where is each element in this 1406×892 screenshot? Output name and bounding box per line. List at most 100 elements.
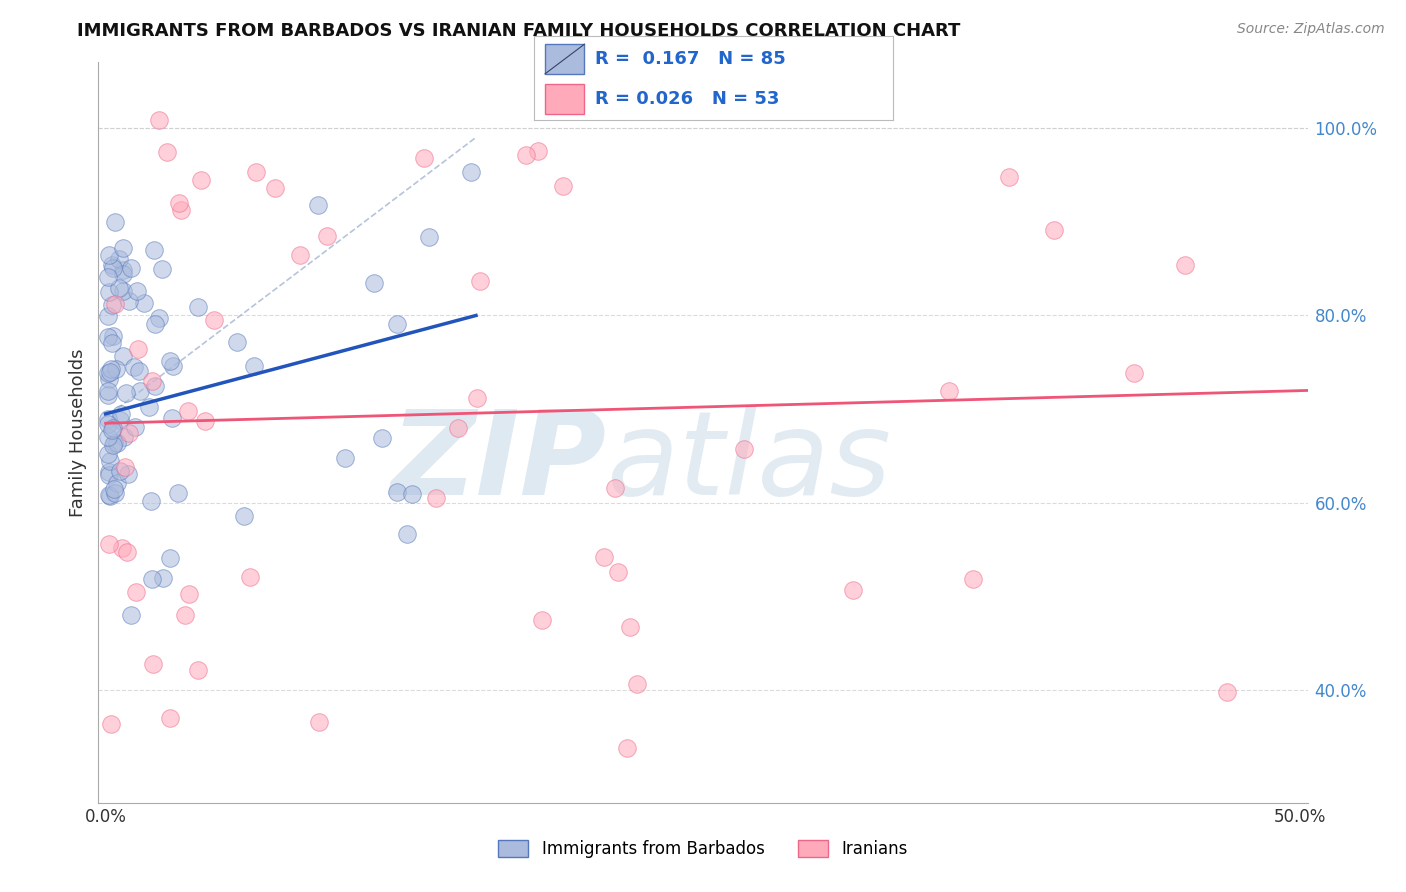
FancyBboxPatch shape [546, 84, 585, 113]
Point [616, 741, 638, 756]
Point [626, 677, 648, 691]
Point [733, 442, 755, 456]
Point [418, 229, 440, 244]
Point [159, 354, 181, 368]
Point [97, 447, 120, 461]
Point [124, 420, 146, 434]
Point [97, 384, 120, 398]
Point [125, 584, 148, 599]
Point [174, 608, 197, 623]
Text: R =  0.167   N = 85: R = 0.167 N = 85 [595, 50, 786, 68]
Point [226, 334, 249, 349]
Point [1174, 258, 1197, 272]
Point [111, 241, 134, 255]
Point [104, 486, 127, 500]
Point [162, 359, 184, 373]
Point [592, 549, 614, 564]
Point [97, 367, 120, 381]
Text: IMMIGRANTS FROM BARBADOS VS IRANIAN FAMILY HOUSEHOLDS CORRELATION CHART: IMMIGRANTS FROM BARBADOS VS IRANIAN FAMI… [77, 22, 960, 40]
Point [152, 261, 174, 276]
Point [148, 311, 170, 326]
Point [120, 608, 142, 623]
Point [385, 485, 408, 500]
Point [842, 583, 865, 598]
Point [108, 252, 131, 266]
Point [132, 296, 155, 310]
Point [288, 248, 311, 262]
Point [100, 335, 122, 350]
Point [128, 364, 150, 378]
Point [177, 403, 200, 417]
Text: R = 0.026   N = 53: R = 0.026 N = 53 [595, 90, 779, 108]
Point [115, 545, 138, 559]
Point [239, 570, 262, 584]
Point [138, 401, 160, 415]
Point [148, 112, 170, 127]
Point [530, 613, 553, 627]
Point [127, 342, 149, 356]
Point [120, 261, 142, 276]
Point [98, 488, 121, 502]
Legend: Immigrants from Barbados, Iranians: Immigrants from Barbados, Iranians [492, 833, 914, 865]
Point [103, 483, 125, 497]
Point [100, 717, 122, 731]
Point [101, 260, 124, 275]
Point [998, 169, 1021, 184]
Point [363, 276, 385, 290]
Point [112, 349, 135, 363]
Point [142, 657, 165, 671]
Point [159, 550, 181, 565]
Point [110, 407, 132, 421]
Point [167, 196, 190, 211]
Point [307, 198, 329, 212]
Point [193, 414, 215, 428]
Point [202, 313, 225, 327]
Point [245, 164, 267, 178]
Point [143, 317, 166, 331]
Point [111, 284, 134, 298]
Point [179, 586, 201, 600]
Point [128, 384, 150, 398]
Text: ZIP: ZIP [391, 405, 606, 520]
Point [112, 263, 135, 277]
Point [141, 494, 163, 508]
Text: atlas: atlas [606, 405, 891, 519]
Point [97, 430, 120, 444]
Point [162, 411, 184, 425]
Point [98, 537, 121, 551]
Point [606, 565, 628, 579]
Point [1216, 685, 1239, 699]
Point [111, 541, 134, 555]
Point [103, 215, 125, 229]
Point [118, 293, 141, 308]
Point [117, 467, 139, 481]
Point [233, 509, 256, 524]
Point [101, 423, 124, 437]
Point [187, 663, 209, 677]
Point [98, 285, 121, 299]
Point [371, 431, 394, 445]
Point [159, 711, 181, 725]
Point [97, 372, 120, 386]
Point [105, 436, 128, 450]
Point [97, 329, 120, 343]
Point [118, 426, 141, 441]
Point [152, 571, 174, 585]
Point [98, 489, 121, 503]
Point [425, 491, 447, 505]
Point [143, 378, 166, 392]
Point [97, 417, 120, 431]
Point [190, 172, 212, 186]
Point [527, 144, 550, 158]
Point [603, 481, 626, 495]
Point [141, 572, 163, 586]
FancyBboxPatch shape [546, 44, 585, 74]
Point [98, 467, 121, 482]
Point [308, 714, 330, 729]
Point [108, 413, 131, 427]
Point [143, 244, 166, 258]
Point [112, 267, 135, 281]
Point [101, 437, 124, 451]
Point [470, 274, 492, 288]
Point [101, 258, 124, 272]
